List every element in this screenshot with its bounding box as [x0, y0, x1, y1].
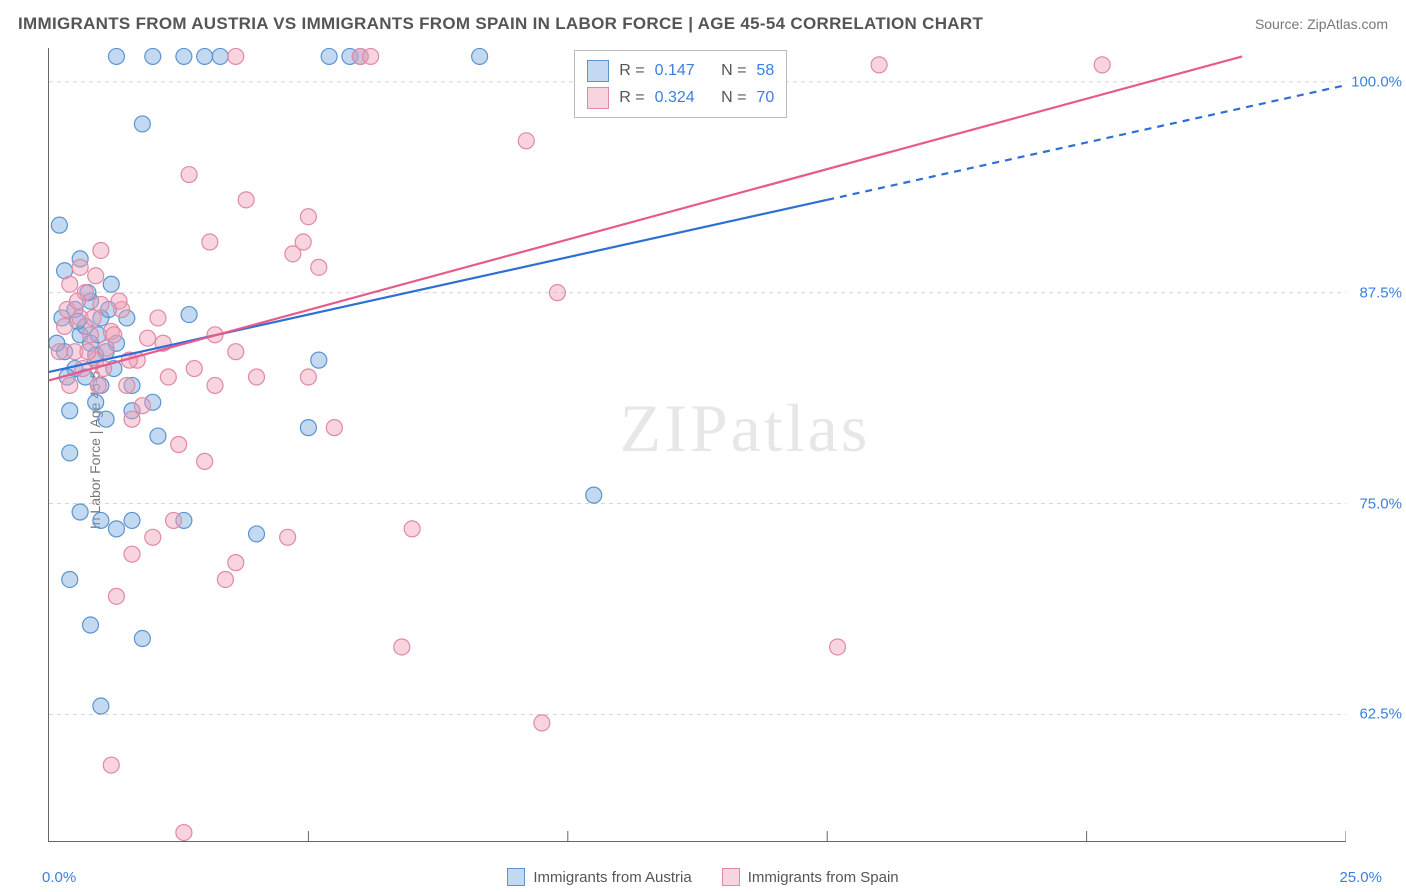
- legend-swatch-icon: [507, 868, 525, 886]
- stats-row: R = 0.324 N = 70: [587, 84, 774, 111]
- legend-swatch-icon: [722, 868, 740, 886]
- source-label: Source: ZipAtlas.com: [1255, 16, 1388, 32]
- bottom-legend: Immigrants from Austria Immigrants from S…: [0, 868, 1406, 886]
- chart-title: IMMIGRANTS FROM AUSTRIA VS IMMIGRANTS FR…: [18, 14, 983, 34]
- y-tick-label: 100.0%: [1351, 73, 1402, 90]
- stats-row: R = 0.147 N = 58: [587, 57, 774, 84]
- stats-legend-box: R = 0.147 N = 58 R = 0.324 N = 70: [574, 50, 787, 118]
- legend-swatch-icon: [587, 87, 609, 109]
- legend-swatch-icon: [587, 60, 609, 82]
- n-value: 58: [756, 57, 774, 84]
- y-tick-label: 62.5%: [1359, 706, 1402, 723]
- n-value: 70: [756, 84, 774, 111]
- legend-item: Immigrants from Spain: [722, 868, 899, 886]
- legend-item: Immigrants from Austria: [507, 868, 691, 886]
- scatter-svg: [49, 48, 1346, 841]
- r-label: R =: [619, 84, 644, 111]
- n-label: N =: [717, 84, 747, 111]
- chart-plot-area: R =0.147 N =58R =0.324 N =70 ZIPatlas 62…: [48, 48, 1346, 842]
- legend-label: Immigrants from Spain: [748, 869, 899, 886]
- legend-label: Immigrants from Austria: [533, 869, 691, 886]
- y-tick-label: 75.0%: [1359, 495, 1402, 512]
- r-value: 0.147: [655, 57, 707, 84]
- y-tick-label: 87.5%: [1359, 284, 1402, 301]
- r-label: R =: [619, 57, 644, 84]
- r-value: 0.324: [655, 84, 707, 111]
- n-label: N =: [717, 57, 747, 84]
